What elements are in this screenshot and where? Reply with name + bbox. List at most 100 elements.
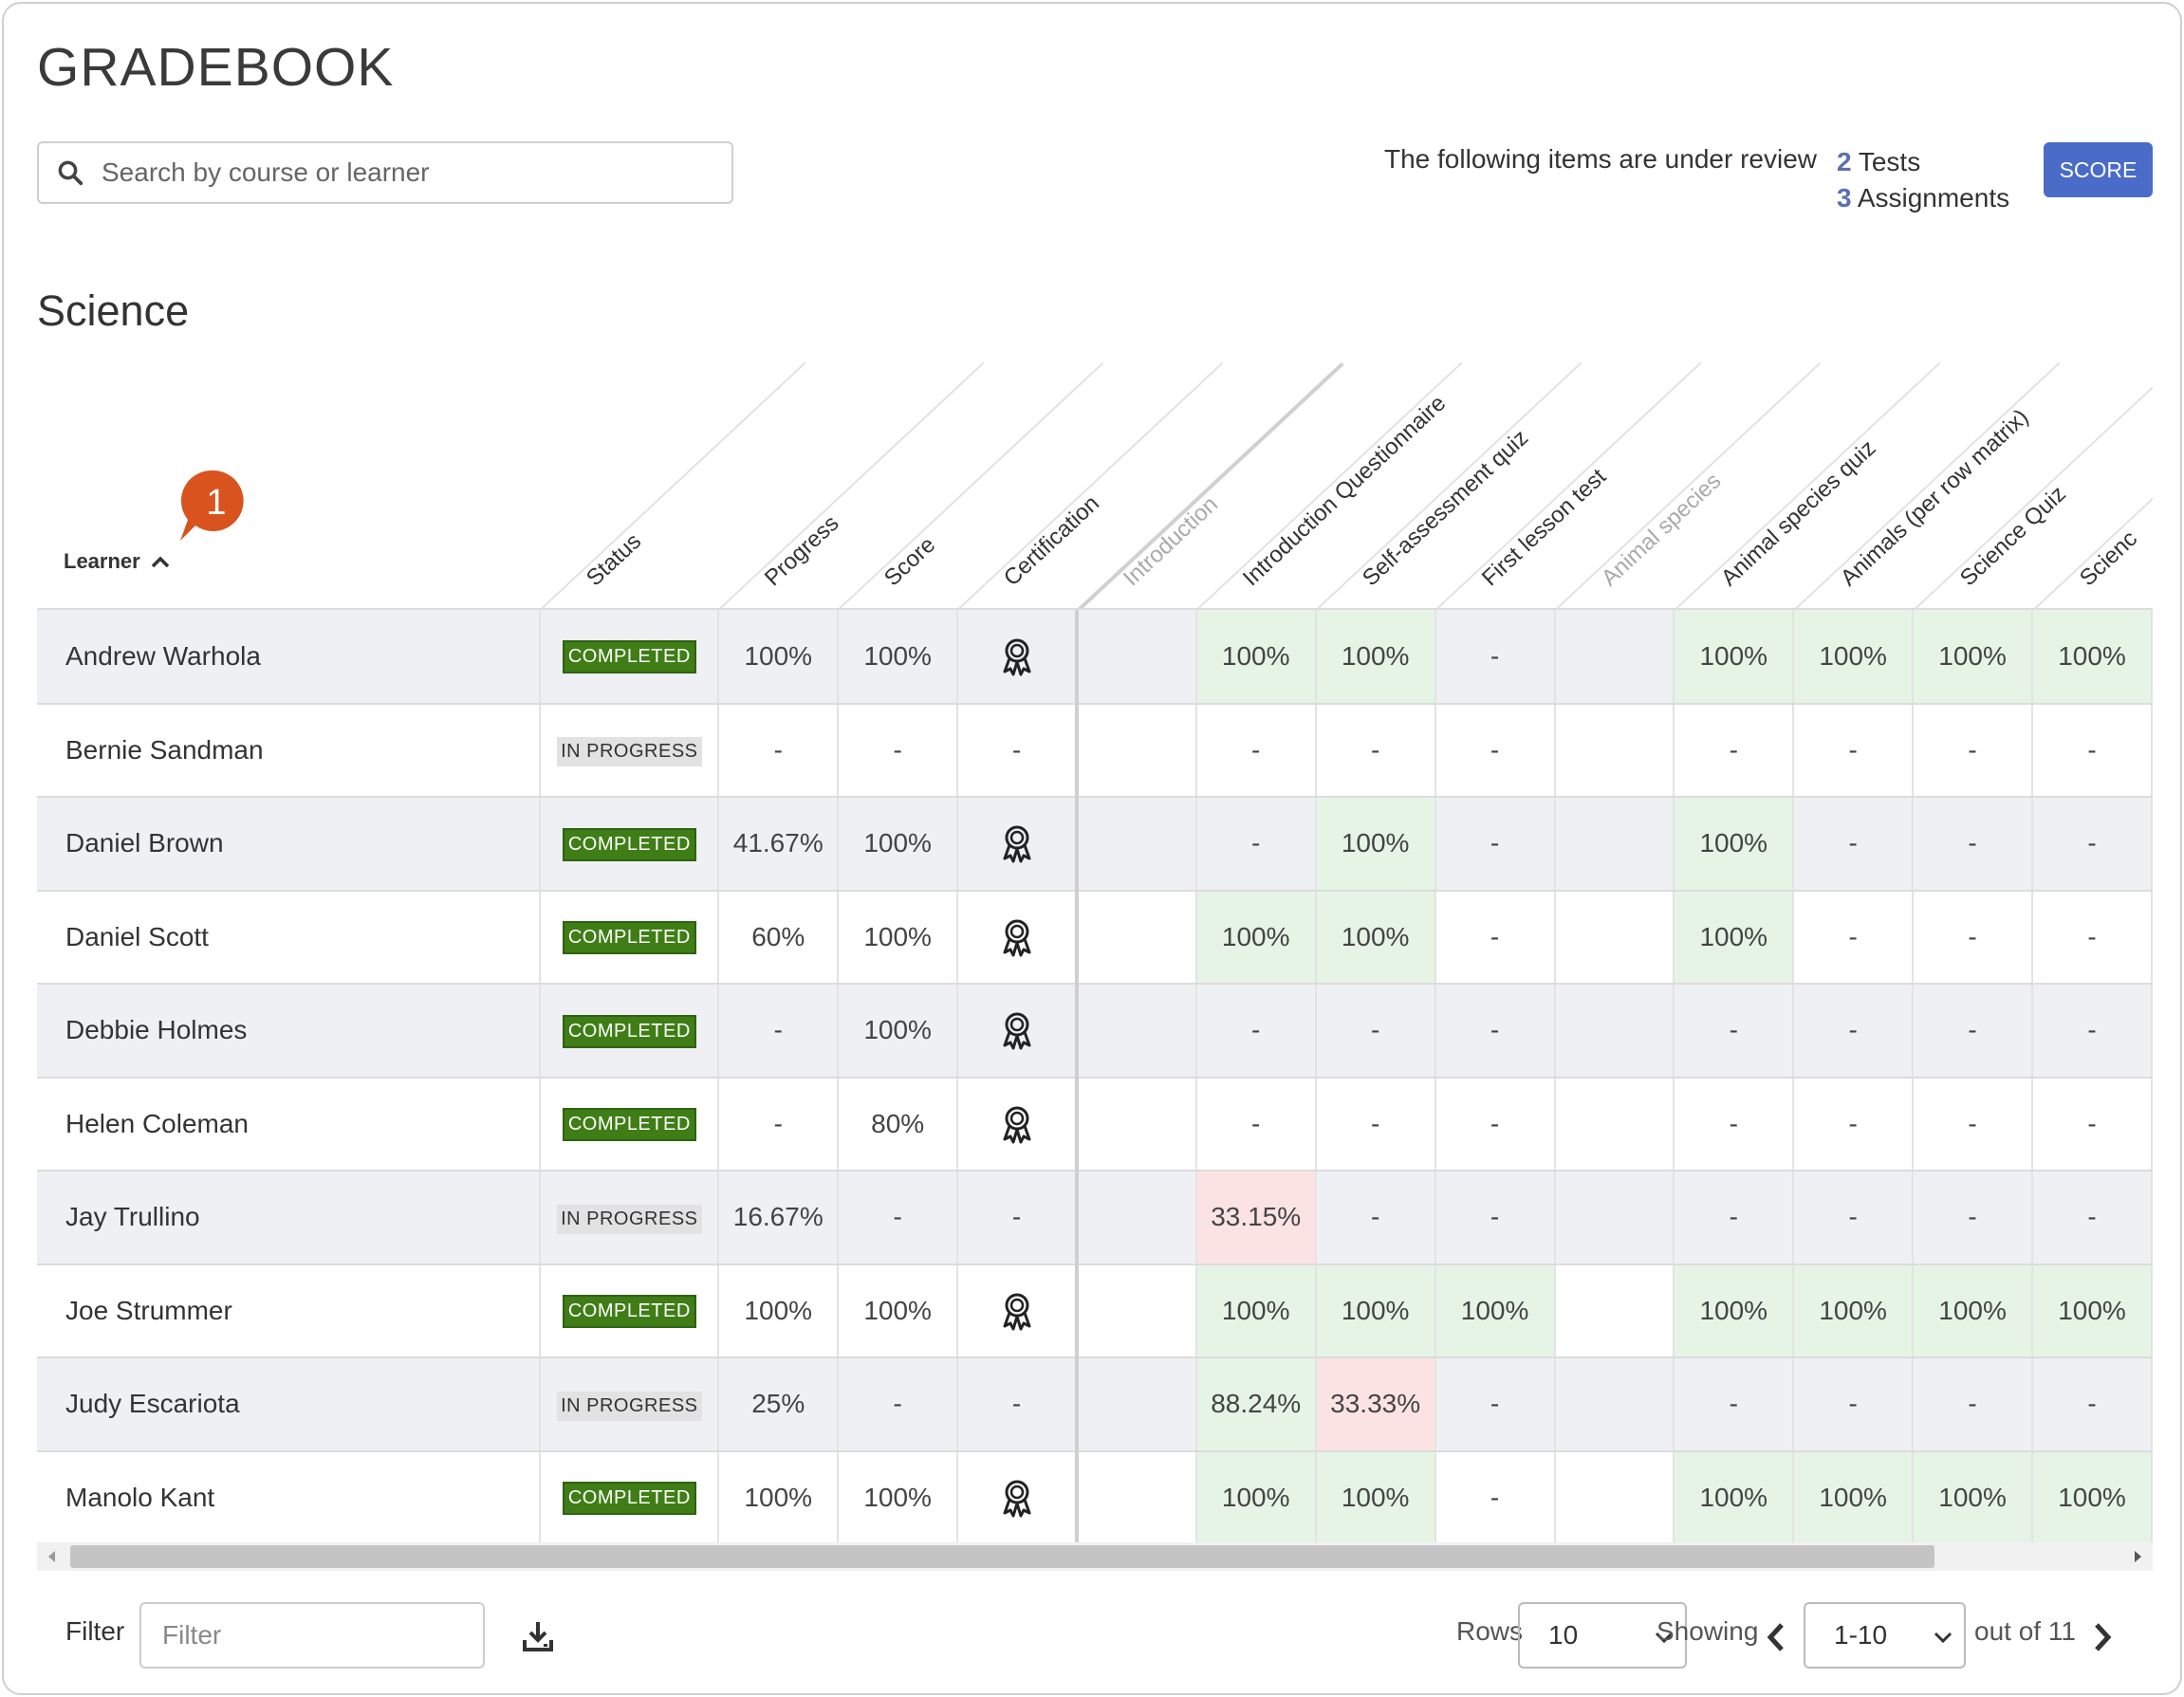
grade-cell[interactable]: -	[1913, 703, 2034, 798]
rows-per-page-select[interactable]: 10	[1518, 1602, 1687, 1669]
grade-cell[interactable]: -	[1434, 610, 1556, 705]
grade-cell[interactable]: -	[1913, 797, 2034, 892]
grade-cell[interactable]: 100%	[1315, 890, 1436, 985]
learner-name[interactable]: Jay Trullino	[37, 1171, 542, 1265]
table-row[interactable]: Bernie Sandman IN PROGRESS - - - - - - - - - -	[37, 703, 2153, 798]
table-row[interactable]: Manolo Kant COMPLETED 100% 100% 100% 100% -100…	[37, 1450, 2153, 1542]
grade-cell[interactable]: 100%	[1793, 1264, 1915, 1358]
learner-name[interactable]: Debbie Holmes	[37, 984, 542, 1079]
grade-cell[interactable]: -	[2032, 1357, 2153, 1452]
certificate-icon[interactable]	[998, 825, 1036, 863]
certification-cell[interactable]	[957, 1450, 1079, 1542]
scroll-right-icon[interactable]	[2135, 1551, 2141, 1562]
column-header[interactable]: Science Quiz	[1954, 481, 2071, 592]
grade-cell[interactable]: -	[1434, 1357, 1556, 1452]
grade-cell[interactable]: -	[2032, 797, 2153, 892]
grade-cell[interactable]: -	[1793, 1077, 1915, 1171]
certification-cell[interactable]	[957, 610, 1079, 705]
grade-cell[interactable]: -	[1434, 1171, 1556, 1265]
learner-name[interactable]: Bernie Sandman	[37, 703, 542, 798]
certification-cell[interactable]	[957, 890, 1079, 985]
learner-name[interactable]: Daniel Brown	[37, 797, 542, 892]
grade-cell[interactable]: -	[1913, 984, 2034, 1079]
certificate-icon[interactable]	[998, 1012, 1036, 1050]
table-row[interactable]: Debbie Holmes COMPLETED -100% - - - - - - -	[37, 984, 2153, 1079]
horizontal-scrollbar[interactable]	[37, 1542, 2153, 1571]
learner-name[interactable]: Daniel Scott	[37, 890, 542, 985]
grade-cell[interactable]: 100%	[2032, 1264, 2153, 1358]
next-page-icon[interactable]	[2092, 1621, 2113, 1653]
grade-cell[interactable]: -	[1434, 703, 1556, 798]
grade-cell[interactable]: -	[1195, 703, 1317, 798]
certificate-icon[interactable]	[998, 919, 1036, 957]
table-row[interactable]: Jay Trullino IN PROGRESS 16.67% - -33.15% - - -…	[37, 1171, 2153, 1265]
grade-cell[interactable]: 100%	[1793, 1450, 1915, 1542]
certificate-icon[interactable]	[998, 1480, 1036, 1518]
grade-cell[interactable]: 100%	[1195, 610, 1317, 705]
certification-cell[interactable]	[957, 984, 1079, 1079]
grade-cell[interactable]: -	[1913, 890, 2034, 985]
certificate-icon[interactable]	[998, 1106, 1036, 1144]
previous-page-icon[interactable]	[1766, 1621, 1786, 1653]
grade-cell[interactable]: 33.33%	[1315, 1357, 1436, 1452]
download-icon[interactable]	[521, 1619, 555, 1653]
certification-cell[interactable]	[957, 1264, 1079, 1358]
grade-cell[interactable]: -	[1434, 1077, 1556, 1171]
grade-cell[interactable]: 100%	[1195, 890, 1317, 985]
grade-cell[interactable]: -	[1913, 1171, 2034, 1265]
grade-cell[interactable]: 100%	[1674, 797, 1795, 892]
grade-cell[interactable]: 100%	[1674, 890, 1795, 985]
grade-cell[interactable]: -	[1674, 1171, 1795, 1265]
grade-cell[interactable]: 100%	[1674, 610, 1795, 705]
grade-cell[interactable]: 100%	[1913, 1264, 2034, 1358]
grade-cell[interactable]: 100%	[1913, 610, 2034, 705]
page-range-select[interactable]: 1-10	[1804, 1602, 1966, 1669]
grade-cell[interactable]: -	[1434, 797, 1556, 892]
grade-cell[interactable]: -	[1195, 797, 1317, 892]
grade-cell[interactable]: -	[1674, 984, 1795, 1079]
column-header[interactable]: Introduction Questionnaire	[1237, 390, 1452, 592]
grade-cell[interactable]: -	[1793, 1357, 1915, 1452]
grade-cell[interactable]: -	[1315, 1171, 1436, 1265]
learner-name[interactable]: Manolo Kant	[37, 1450, 542, 1542]
grade-cell[interactable]: -	[1315, 1077, 1436, 1171]
grade-cell[interactable]: -	[2032, 1171, 2153, 1265]
grade-cell[interactable]: 100%	[1315, 1450, 1436, 1542]
column-header[interactable]: First lesson test	[1476, 463, 1612, 592]
review-tests-link[interactable]: 2 Tests	[1837, 147, 1921, 176]
learner-sort-header[interactable]: Learner	[64, 549, 171, 574]
grade-cell[interactable]: -	[2032, 890, 2153, 985]
grade-cell[interactable]: 100%	[1195, 1450, 1317, 1542]
certification-cell[interactable]	[957, 1077, 1079, 1171]
grade-cell[interactable]: 100%	[1434, 1264, 1556, 1358]
search-box[interactable]	[37, 141, 733, 204]
grade-cell[interactable]: -	[1434, 1450, 1556, 1542]
grade-cell[interactable]: -	[1195, 984, 1317, 1079]
certificate-icon[interactable]	[998, 638, 1036, 676]
table-row[interactable]: Daniel Scott COMPLETED 60% 100% 100% 100% -100…	[37, 890, 2153, 985]
grade-cell[interactable]: -	[2032, 703, 2153, 798]
scrollbar-thumb[interactable]	[70, 1545, 1934, 1568]
table-row[interactable]: Helen Coleman COMPLETED -80% - - - - - - -	[37, 1077, 2153, 1171]
learner-name[interactable]: Helen Coleman	[37, 1077, 542, 1171]
grade-cell[interactable]: -	[1315, 703, 1436, 798]
grade-cell[interactable]: -	[1434, 984, 1556, 1079]
search-input[interactable]	[102, 157, 690, 188]
learner-name[interactable]: Andrew Warhola	[37, 610, 542, 705]
grade-cell[interactable]: 100%	[1913, 1450, 2034, 1542]
grade-cell[interactable]: -	[2032, 1077, 2153, 1171]
grade-cell[interactable]: 100%	[2032, 610, 2153, 705]
score-button[interactable]: SCORE	[2044, 142, 2153, 197]
grade-cell[interactable]: 100%	[1793, 610, 1915, 705]
certificate-icon[interactable]	[998, 1293, 1036, 1331]
grade-cell[interactable]: -	[1793, 890, 1915, 985]
learner-name[interactable]: Joe Strummer	[37, 1264, 542, 1358]
grade-cell[interactable]: -	[1793, 1171, 1915, 1265]
review-assignments-link[interactable]: 3 Assignments	[1837, 183, 2010, 212]
grade-cell[interactable]: -	[1434, 890, 1556, 985]
grade-cell[interactable]: -	[2032, 984, 2153, 1079]
grade-cell[interactable]: -	[1315, 984, 1436, 1079]
table-row[interactable]: Andrew Warhola COMPLETED 100% 100% 100% 100% -…	[37, 610, 2153, 705]
grade-cell[interactable]: -	[1674, 1077, 1795, 1171]
grade-cell[interactable]: -	[1674, 1357, 1795, 1452]
